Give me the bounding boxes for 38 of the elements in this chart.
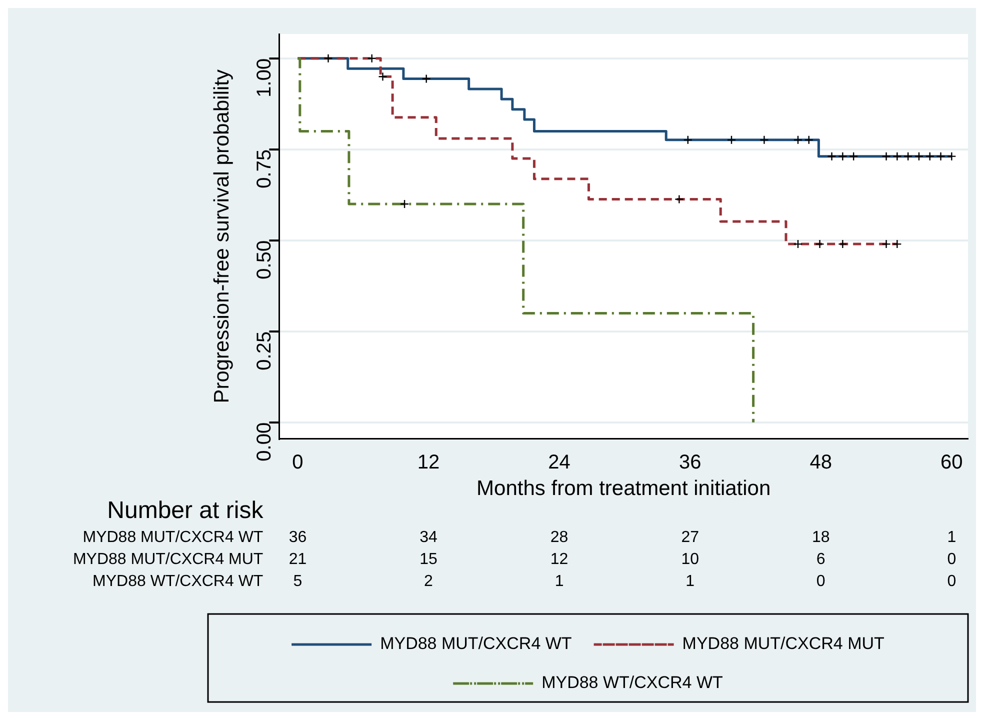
text: Number at risk — [107, 497, 264, 524]
text: 0 — [816, 573, 826, 590]
x-tick-label: 12 — [417, 451, 440, 474]
text: MYD88 MUT/CXCR4 MUT — [72, 551, 264, 568]
y-tick-label: 0.50 — [254, 240, 276, 280]
x-tick-label: 24 — [548, 451, 570, 474]
text: 21 — [288, 551, 307, 568]
legend-label: MYD88 WT/CXCR4 WT — [542, 673, 723, 692]
text: 1 — [686, 573, 695, 590]
y-tick-label: 0.75 — [254, 149, 276, 188]
text: 10 — [681, 551, 700, 568]
text: 0 — [947, 551, 956, 568]
text: MYD88 MUT/CXCR4 WT — [82, 529, 264, 546]
text: 15 — [420, 551, 438, 568]
text: 18 — [812, 529, 830, 546]
text: 1 — [554, 573, 564, 590]
x-tick-label: 48 — [810, 451, 832, 474]
text: 1 — [947, 529, 956, 546]
y-tick-label: 1.00 — [254, 58, 276, 98]
text: MYD88 WT/CXCR4 WT — [92, 573, 264, 590]
y-tick-label: 0.00 — [254, 422, 276, 462]
legend-label: MYD88 MUT/CXCR4 MUT — [682, 634, 884, 654]
text: 27 — [681, 529, 700, 546]
text: 6 — [816, 551, 826, 568]
x-tick-label: 60 — [940, 451, 963, 474]
text: 0 — [947, 573, 956, 590]
legend-label: MYD88 MUT/CXCR4 WT — [380, 634, 572, 654]
x-tick-label: 0 — [292, 451, 304, 474]
y-tick-label: 0.25 — [254, 331, 276, 370]
text: 34 — [420, 529, 438, 546]
x-axis-title: Months from treatment initiation — [476, 477, 771, 500]
text: 36 — [288, 529, 307, 546]
y-axis-title: Progression-free survival probability — [210, 69, 234, 404]
text: 28 — [550, 529, 568, 546]
text: 12 — [550, 551, 568, 568]
text: 5 — [293, 573, 302, 590]
x-tick-label: 36 — [678, 451, 702, 474]
text: 2 — [424, 573, 434, 590]
